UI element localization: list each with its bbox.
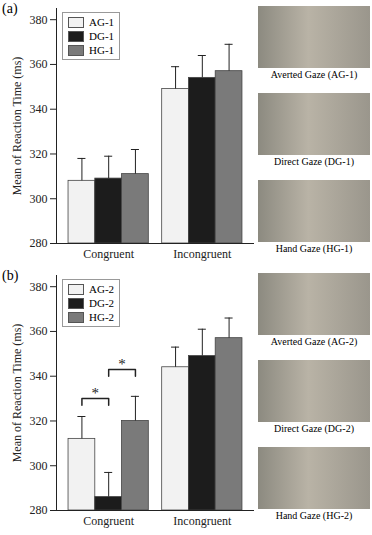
html-text:AG-1: AG-1 bbox=[89, 16, 115, 28]
svg-text:Congruent: Congruent bbox=[83, 247, 134, 261]
svg-text:340: 340 bbox=[30, 102, 48, 116]
svg-text:*: * bbox=[92, 385, 100, 401]
svg-text:280: 280 bbox=[30, 503, 48, 517]
svg-text:320: 320 bbox=[30, 147, 48, 161]
html-text:(b): (b) bbox=[2, 268, 19, 283]
svg-text:280: 280 bbox=[30, 236, 48, 250]
svg-text:Incongruent: Incongruent bbox=[173, 247, 232, 261]
svg-text:Incongruent: Incongruent bbox=[173, 514, 232, 528]
svg-text:340: 340 bbox=[30, 369, 48, 383]
html-text:HG-1: HG-1 bbox=[89, 44, 115, 56]
html-text:Hand Gaze (HG-2): Hand Gaze (HG-2) bbox=[275, 510, 353, 521]
svg-text:Congruent: Congruent bbox=[83, 514, 134, 528]
svg-text:360: 360 bbox=[30, 324, 48, 338]
svg-text:360: 360 bbox=[30, 57, 48, 71]
html-text:Averted Gaze (AG-1): Averted Gaze (AG-1) bbox=[270, 69, 358, 80]
svg-text:380: 380 bbox=[30, 13, 48, 27]
html-text:HG-2: HG-2 bbox=[89, 311, 115, 323]
svg-text:Mean of Reaction Time (ms): Mean of Reaction Time (ms) bbox=[10, 324, 24, 463]
svg-text:320: 320 bbox=[30, 414, 48, 428]
html-text:DG-1: DG-1 bbox=[89, 30, 115, 42]
svg-text:Mean of Reaction Time (ms): Mean of Reaction Time (ms) bbox=[10, 57, 24, 196]
svg-text:*: * bbox=[118, 356, 126, 372]
svg-text:300: 300 bbox=[30, 192, 48, 206]
html-text:Averted Gaze (AG-2): Averted Gaze (AG-2) bbox=[270, 336, 358, 347]
html-text:(a): (a) bbox=[2, 1, 18, 16]
html-text:DG-2: DG-2 bbox=[89, 297, 115, 309]
html-text:Direct Gaze (DG-2): Direct Gaze (DG-2) bbox=[274, 423, 354, 434]
svg-text:380: 380 bbox=[30, 280, 48, 294]
html-text:Hand Gaze (HG-1): Hand Gaze (HG-1) bbox=[275, 243, 353, 254]
html-text:Direct Gaze (DG-1): Direct Gaze (DG-1) bbox=[274, 156, 354, 167]
svg-text:300: 300 bbox=[30, 459, 48, 473]
html-text:AG-2: AG-2 bbox=[89, 283, 115, 295]
